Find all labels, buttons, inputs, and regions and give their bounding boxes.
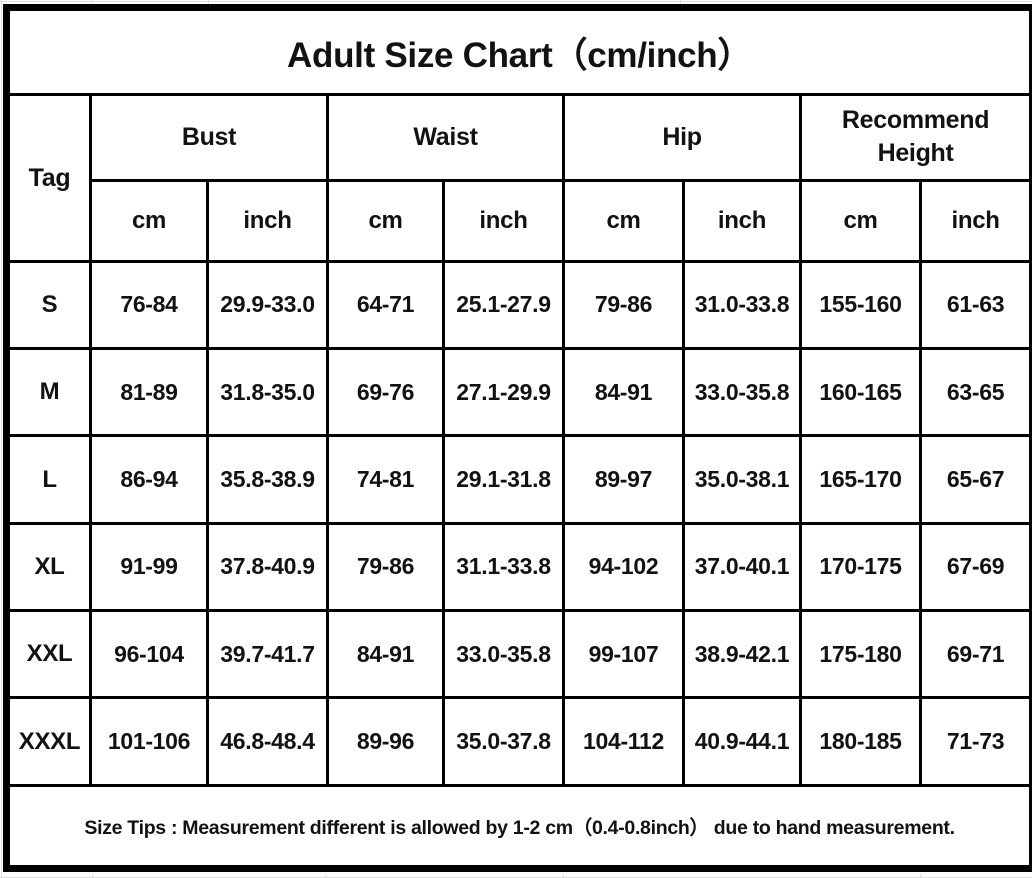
height-cm-value: 165-170 bbox=[799, 434, 922, 525]
table-row-m: M 81-89 31.8-35.0 69-76 27.1-29.9 84-91 … bbox=[3, 347, 1032, 438]
hip-cm-value: 94-102 bbox=[562, 521, 685, 613]
waist-cm-value: 64-71 bbox=[326, 259, 445, 351]
table-row-xl: XL 91-99 37.8-40.9 79-86 31.1-33.8 94-10… bbox=[3, 521, 1032, 613]
spreadsheet-gridline bbox=[0, 1, 1032, 2]
unit-header-hip-inch: inch bbox=[682, 178, 802, 263]
bust-inch-value: 31.8-35.0 bbox=[206, 347, 329, 438]
height-cm-value: 160-165 bbox=[799, 347, 922, 438]
spreadsheet-gridline bbox=[325, 874, 326, 878]
height-inch-value: 69-71 bbox=[918, 609, 1032, 700]
hip-inch-value: 33.0-35.8 bbox=[682, 347, 802, 438]
spreadsheet-gridline bbox=[920, 874, 921, 878]
bust-cm-value: 101-106 bbox=[89, 696, 209, 787]
spreadsheet-gridline bbox=[208, 0, 209, 4]
bust-cm-value: 91-99 bbox=[89, 521, 209, 613]
spreadsheet-gridline bbox=[680, 0, 681, 4]
waist-cm-value: 74-81 bbox=[326, 434, 445, 525]
height-inch-value: 63-65 bbox=[918, 347, 1032, 438]
bust-inch-value: 35.8-38.9 bbox=[206, 434, 329, 525]
hip-inch-value: 38.9-42.1 bbox=[682, 609, 802, 700]
size-tag: XL bbox=[3, 521, 92, 613]
size-tag: M bbox=[3, 347, 92, 438]
size-tag: L bbox=[3, 434, 92, 525]
hip-inch-value: 37.0-40.1 bbox=[682, 521, 802, 613]
table-row-s: S 76-84 29.9-33.0 64-71 25.1-27.9 79-86 … bbox=[3, 259, 1032, 351]
waist-cm-value: 69-76 bbox=[326, 347, 445, 438]
bust-inch-value: 29.9-33.0 bbox=[206, 259, 329, 351]
unit-header-waist-cm: cm bbox=[326, 178, 445, 263]
height-cm-value: 170-175 bbox=[799, 521, 922, 613]
table-row-xxl: XXL 96-104 39.7-41.7 84-91 33.0-35.8 99-… bbox=[3, 609, 1032, 700]
unit-header-waist-inch: inch bbox=[442, 178, 565, 263]
spreadsheet-gridline bbox=[1, 0, 2, 878]
bust-cm-value: 86-94 bbox=[89, 434, 209, 525]
waist-inch-value: 25.1-27.9 bbox=[442, 259, 565, 351]
column-header-hip: Hip bbox=[562, 93, 802, 182]
spreadsheet-gridline bbox=[92, 874, 93, 878]
hip-cm-value: 99-107 bbox=[562, 609, 685, 700]
column-header-tag: Tag bbox=[3, 93, 92, 263]
bust-cm-value: 96-104 bbox=[89, 609, 209, 700]
unit-header-hip-cm: cm bbox=[562, 178, 685, 263]
hip-cm-value: 104-112 bbox=[562, 696, 685, 787]
height-inch-value: 71-73 bbox=[918, 696, 1032, 787]
waist-inch-value: 27.1-29.9 bbox=[442, 347, 565, 438]
size-tag: XXL bbox=[3, 609, 92, 700]
recommend-height-label: Recommend Height bbox=[841, 105, 990, 168]
hip-cm-value: 84-91 bbox=[562, 347, 685, 438]
waist-inch-value: 29.1-31.8 bbox=[442, 434, 565, 525]
height-cm-value: 175-180 bbox=[799, 609, 922, 700]
size-tag: XXXL bbox=[3, 696, 92, 787]
size-tag: S bbox=[3, 259, 92, 351]
hip-cm-value: 79-86 bbox=[562, 259, 685, 351]
hip-inch-value: 35.0-38.1 bbox=[682, 434, 802, 525]
bust-cm-value: 81-89 bbox=[89, 347, 209, 438]
bust-inch-value: 37.8-40.9 bbox=[206, 521, 329, 613]
hip-cm-value: 89-97 bbox=[562, 434, 685, 525]
waist-inch-value: 31.1-33.8 bbox=[442, 521, 565, 613]
column-header-bust: Bust bbox=[89, 93, 329, 182]
waist-inch-value: 33.0-35.8 bbox=[442, 609, 565, 700]
waist-cm-value: 79-86 bbox=[326, 521, 445, 613]
unit-header-bust-cm: cm bbox=[89, 178, 209, 263]
hip-inch-value: 31.0-33.8 bbox=[682, 259, 802, 351]
unit-header-height-inch: inch bbox=[918, 178, 1032, 263]
spreadsheet-gridline bbox=[563, 874, 564, 878]
waist-cm-value: 89-96 bbox=[326, 696, 445, 787]
height-cm-value: 155-160 bbox=[799, 259, 922, 351]
height-inch-value: 65-67 bbox=[918, 434, 1032, 525]
bust-inch-value: 46.8-48.4 bbox=[206, 696, 329, 787]
bust-inch-value: 39.7-41.7 bbox=[206, 609, 329, 700]
height-cm-value: 180-185 bbox=[799, 696, 922, 787]
hip-inch-value: 40.9-44.1 bbox=[682, 696, 802, 787]
waist-inch-value: 35.0-37.8 bbox=[442, 696, 565, 787]
height-inch-value: 67-69 bbox=[918, 521, 1032, 613]
spreadsheet-gridline bbox=[92, 0, 93, 4]
size-tips-note: Size Tips : Measurement different is all… bbox=[2, 783, 1032, 873]
unit-header-height-cm: cm bbox=[799, 178, 922, 263]
chart-title: Adult Size Chart（cm/inch） bbox=[2, 3, 1032, 97]
waist-cm-value: 84-91 bbox=[326, 609, 445, 700]
size-chart-table: Adult Size Chart（cm/inch） Tag Bust Waist… bbox=[2, 3, 1032, 873]
column-header-recommend-height: Recommend Height bbox=[798, 93, 1032, 182]
height-inch-value: 61-63 bbox=[918, 259, 1032, 351]
column-header-waist: Waist bbox=[326, 93, 565, 182]
unit-header-bust-inch: inch bbox=[206, 178, 329, 263]
bust-cm-value: 76-84 bbox=[89, 259, 209, 351]
table-row-l: L 86-94 35.8-38.9 74-81 29.1-31.8 89-97 … bbox=[3, 434, 1032, 525]
table-row-xxxl: XXXL 101-106 46.8-48.4 89-96 35.0-37.8 1… bbox=[3, 696, 1032, 787]
